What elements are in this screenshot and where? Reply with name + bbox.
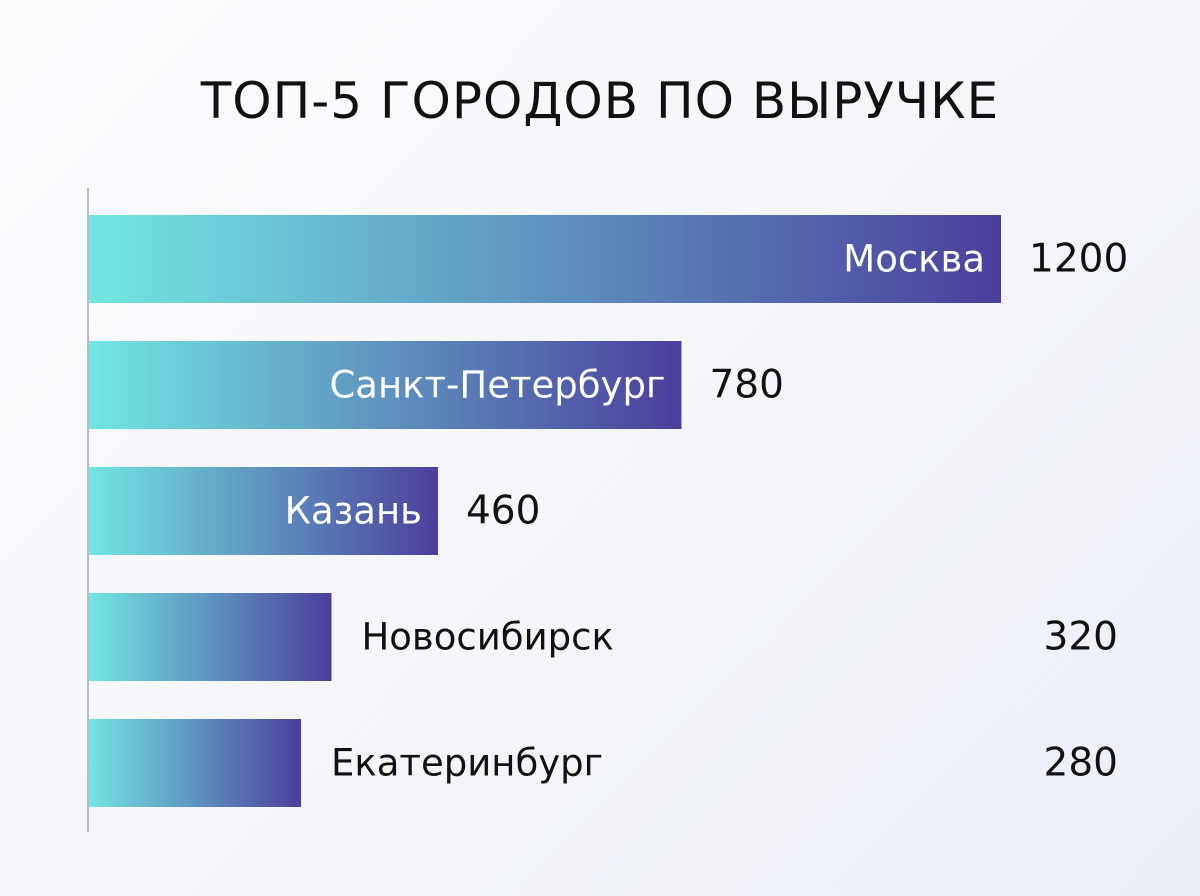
bar-3	[88, 467, 438, 555]
value-label: 1200	[1029, 237, 1128, 282]
chart-title: ТОП-5 ГОРОДОВ ПО ВЫРУЧКЕ	[200, 72, 1000, 130]
bar-group-1: Москва 1200	[88, 215, 1128, 303]
bar-4	[88, 593, 332, 681]
category-label: Екатеринбург	[331, 742, 603, 785]
bar-group-3: Казань 460	[88, 467, 540, 555]
bar-2	[88, 341, 682, 429]
bar-1	[88, 215, 1001, 303]
value-label: 320	[1044, 615, 1118, 660]
category-label: Санкт-Петербург	[329, 364, 665, 407]
bar-5	[88, 719, 302, 807]
bar-group-2: Санкт-Петербург 780	[88, 341, 784, 429]
value-label: 460	[466, 489, 540, 534]
category-label: Москва	[843, 238, 985, 281]
bar-group-5: Екатеринбург 280	[88, 719, 1118, 807]
value-label: 780	[709, 363, 783, 408]
value-label: 280	[1044, 741, 1118, 786]
category-label: Новосибирск	[361, 616, 613, 659]
bar-group-4: Новосибирск 320	[88, 593, 1118, 681]
category-label: Казань	[285, 490, 422, 533]
